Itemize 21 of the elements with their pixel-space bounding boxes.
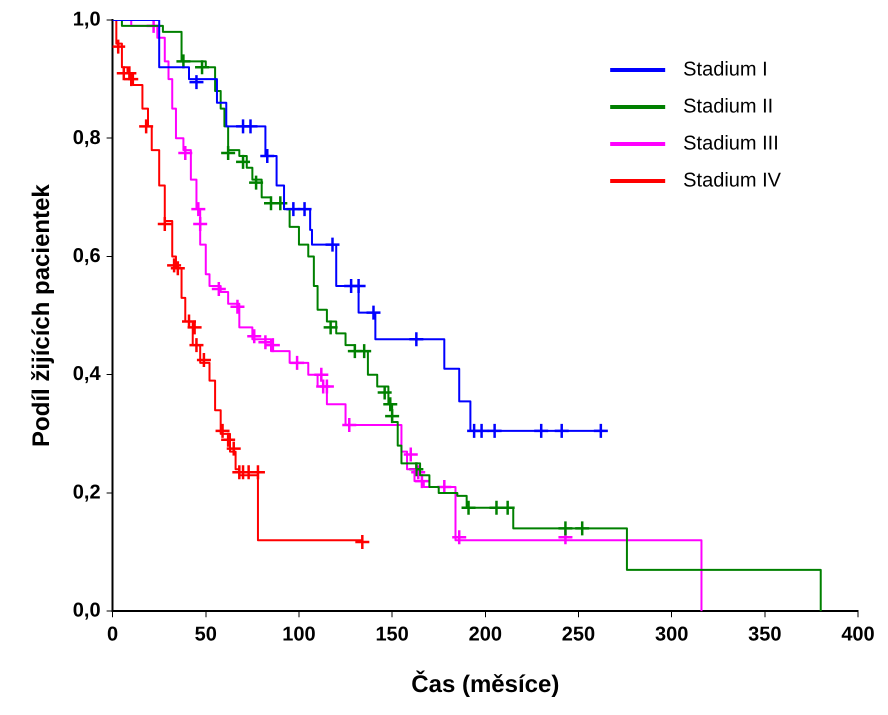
x-tick-label: 250 (562, 624, 596, 646)
y-tick-label: 1,0 (72, 8, 101, 31)
y-axis-title: Podíl žijících pacientek (28, 184, 56, 447)
x-tick-label: 150 (375, 624, 409, 646)
legend-label: Stadium IV (683, 170, 782, 192)
x-tick-label: 300 (654, 624, 688, 646)
y-tick-label: 0,4 (72, 363, 102, 386)
y-tick-label: 0,2 (72, 481, 101, 504)
legend-label: Stadium II (683, 96, 774, 118)
legend-label: Stadium III (683, 132, 779, 155)
x-tick-label: 400 (841, 624, 875, 646)
x-tick-label: 50 (194, 624, 217, 646)
y-tick-label: 0,8 (72, 126, 101, 149)
x-tick-label: 350 (748, 624, 782, 646)
y-tick-label: 0,0 (72, 600, 101, 622)
x-tick-label: 200 (468, 624, 502, 646)
x-axis-title: Čas (měsíce) (411, 670, 560, 698)
x-tick-label: 100 (282, 624, 316, 646)
x-tick-label: 0 (107, 624, 118, 646)
y-tick-label: 0,6 (72, 244, 101, 267)
legend-label: Stadium I (683, 58, 768, 81)
